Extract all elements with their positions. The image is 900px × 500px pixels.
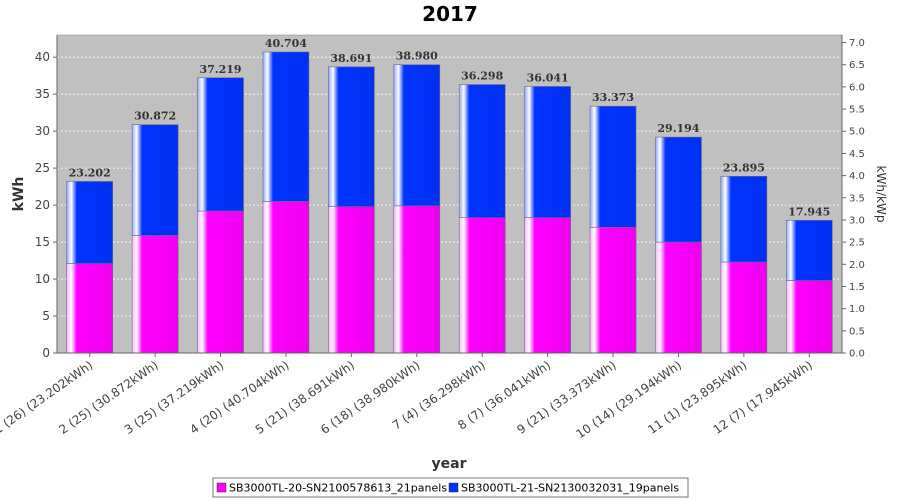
right-y-tick-label: 5.0 <box>849 127 865 138</box>
bar-segment-series1 <box>393 205 441 354</box>
chart-title: 2017 <box>422 2 478 26</box>
bar-segment-series1 <box>524 217 571 354</box>
right-y-tick-label: 3.5 <box>849 193 865 204</box>
bar-total-label: 38.691 <box>330 52 372 65</box>
bar-segment-series1 <box>131 235 179 354</box>
y-tick-label: 0 <box>42 346 50 360</box>
bar-segment-series2 <box>66 181 114 264</box>
y-tick-label: 15 <box>35 235 50 249</box>
legend-swatch <box>216 482 227 493</box>
bar-total-label: 29.194 <box>657 122 699 135</box>
bar-total-label: 23.202 <box>69 166 111 179</box>
bar-segment-series2 <box>720 175 768 263</box>
bar-total-label: 36.041 <box>527 71 569 84</box>
right-y-tick-label: 3.0 <box>849 215 865 226</box>
bar-total-label: 30.872 <box>134 110 176 123</box>
y-axis-label: kWh <box>11 177 27 212</box>
right-y-tick-label: 1.0 <box>849 304 865 315</box>
y-axis-ticks: 0 5 10 15 20 25 30 35 40 <box>35 50 57 360</box>
bar-total-label: 37.219 <box>199 63 241 76</box>
right-y-tick-label: 4.0 <box>849 171 865 182</box>
right-y-tick-label: 2.5 <box>849 238 865 249</box>
y-tick-label: 40 <box>35 50 50 64</box>
bar-segment-series2 <box>458 84 506 218</box>
bar-total-label: 33.373 <box>592 91 634 104</box>
y-tick-label: 30 <box>35 124 50 138</box>
legend-swatch <box>448 482 459 493</box>
bar-segment-series1 <box>262 201 310 354</box>
bar-segment-series2 <box>524 86 571 218</box>
right-y-tick-label: 1.5 <box>849 282 865 293</box>
legend: SB3000TL-20-SN2100578613_21panels SB3000T… <box>212 477 689 498</box>
bar-segment-series2 <box>262 51 310 202</box>
legend-label: SB3000TL-20-SN2100578613_21panels <box>229 482 447 495</box>
y-tick-label: 35 <box>35 87 50 101</box>
bar-total-label: 38.980 <box>396 50 438 63</box>
right-y-axis-ticks: 0.0 0.5 1.0 1.5 2.0 2.5 3.0 3.5 4.0 4.5 5.0 5.5 6.0 6… <box>842 38 865 360</box>
bar-segment-series1 <box>655 241 702 354</box>
bar-segment-series1 <box>785 280 833 354</box>
right-y-tick-label: 6.0 <box>849 82 865 93</box>
bar-segment-series2 <box>328 66 375 207</box>
bar-segment-series1 <box>589 226 637 354</box>
bar-segment-series2 <box>393 64 441 207</box>
bar-segment-series1 <box>458 217 506 354</box>
right-y-tick-label: 0.0 <box>849 349 865 360</box>
right-y-tick-label: 4.5 <box>849 149 865 160</box>
bar-segment-series1 <box>720 261 768 354</box>
legend-label: SB3000TL-21-SN2130032031_19panels <box>461 482 679 495</box>
right-y-tick-label: 5.5 <box>849 105 865 116</box>
bar-segment-series2 <box>785 219 833 281</box>
bar-segment-series2 <box>131 124 179 236</box>
y-tick-label: 20 <box>35 198 50 212</box>
x-axis-label: year <box>432 456 467 472</box>
x-tick-label: 10 (14) (29.194kWh) <box>573 358 684 441</box>
bar-segment-series1 <box>328 206 375 354</box>
bar-total-label: 36.298 <box>461 70 503 83</box>
right-y-tick-label: 6.5 <box>849 60 865 71</box>
bar-segment-series1 <box>66 263 114 354</box>
bar-total-label: 17.945 <box>788 205 830 218</box>
right-y-tick-label: 0.5 <box>849 326 865 337</box>
bar-segment-series2 <box>197 77 244 212</box>
bars <box>66 51 833 354</box>
right-y-axis-label: kWh/kWp <box>874 166 888 223</box>
y-tick-label: 10 <box>35 272 50 286</box>
y-tick-label: 5 <box>42 309 50 323</box>
y-tick-label: 25 <box>35 161 50 175</box>
value-labels: 23.202 30.872 37.219 40.704 38.691 38.980 36.2… <box>69 37 831 218</box>
bar-segment-series2 <box>655 136 702 243</box>
right-y-tick-label: 2.0 <box>849 260 865 271</box>
plot-area <box>56 34 843 354</box>
x-axis-ticks: 1 (26) (23.202kWh)2 (25) (30.872kWh)3 (2… <box>0 353 815 441</box>
bar-segment-series2 <box>589 105 637 228</box>
bar-total-label: 23.895 <box>723 161 765 174</box>
bar-segment-series1 <box>197 210 244 354</box>
right-y-tick-label: 7.0 <box>849 38 865 49</box>
bar-total-label: 40.704 <box>265 37 307 50</box>
